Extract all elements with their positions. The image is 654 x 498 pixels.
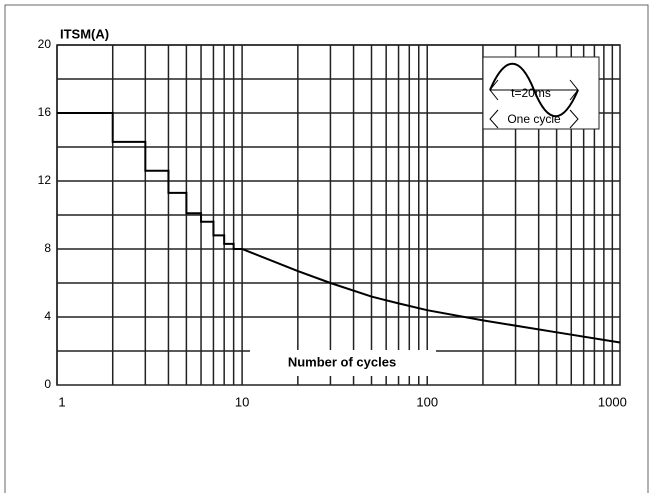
cycle-arrow bbox=[489, 109, 579, 129]
y-tick-label: 0 bbox=[44, 377, 51, 391]
marks bbox=[57, 112, 621, 344]
curve bbox=[57, 112, 621, 344]
x-axis-label: Number of cycles bbox=[288, 354, 396, 369]
period-arrow bbox=[489, 79, 579, 101]
y-tick-label: 8 bbox=[44, 241, 51, 255]
x-tick-label: 10 bbox=[235, 394, 249, 409]
y-tick-label: 20 bbox=[38, 37, 52, 51]
x-tick-label: 100 bbox=[416, 394, 438, 409]
inset: t=20ms One cycle bbox=[482, 56, 600, 130]
plot-border bbox=[56, 44, 621, 386]
x-label-bg bbox=[250, 350, 436, 376]
y-tick-label: 16 bbox=[38, 105, 52, 119]
y-tick-label: 12 bbox=[38, 173, 52, 187]
period-label: t=20ms bbox=[511, 86, 551, 100]
y-tick-label: 4 bbox=[44, 309, 51, 323]
cycle-label: One cycle bbox=[507, 112, 561, 126]
x-tick-label: 1000 bbox=[598, 394, 627, 409]
x-tick-label: 1 bbox=[58, 394, 65, 409]
y-axis-label: ITSM(A) bbox=[60, 26, 109, 41]
